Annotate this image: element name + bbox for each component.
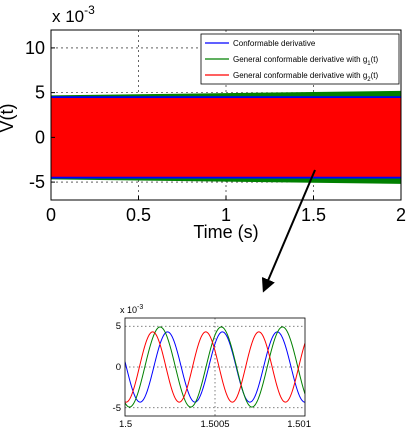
main-x-tick-label: 1 [221,205,231,225]
main-x-axis-label: Time (s) [193,222,258,242]
inset-series-blue [125,331,305,403]
inset-y-tick-label: -5 [113,403,121,414]
inset-x-tick-label: 1.5 [119,419,132,430]
main-x-tick-label: 2 [396,205,406,225]
main-y-tick-label: 10 [25,38,45,58]
legend-entry-label: General conformable derivative with g1(t… [233,55,379,67]
main-x-tick-label: 0.5 [126,205,151,225]
main-x-tick-label: 1.5 [301,205,326,225]
inset-chart: 1.5 1.5005 1.501 -5 0 5 x 10-3 [113,304,311,430]
inset-series-group [125,326,305,408]
main-exponent-label: x 10-3 [52,3,95,26]
main-y-tick-label: 0 [35,127,45,147]
inset-y-tick-label: 5 [116,321,121,332]
main-series-group [51,90,401,184]
inset-plot-frame [124,317,306,417]
main-legend: Conformable derivative General conformabl… [200,33,400,85]
inset-series-green [125,326,305,408]
inset-x-tick-label: 1.5005 [200,419,229,430]
main-x-tick-label: 0 [46,205,56,225]
main-y-tick-label: -5 [29,172,45,192]
main-y-tick-label: 5 [35,83,45,103]
legend-box [200,33,400,85]
inset-x-tick-label: 1.501 [287,419,311,430]
main-y-axis-label: V(t) [0,104,17,133]
zoom-arrow [261,169,316,293]
main-series-red [51,98,401,177]
inset-series-red [125,331,305,403]
legend-entry-label: Conformable derivative [233,39,316,48]
inset-ticks: 1.5 1.5005 1.501 -5 0 5 [113,321,311,430]
legend-entry-label: General conformable derivative with g2(t… [233,71,379,83]
inset-exponent-label: x 10-3 [120,304,143,315]
inset-y-tick-label: 0 [116,362,121,373]
